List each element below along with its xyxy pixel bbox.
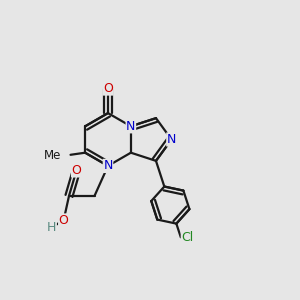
Text: Cl: Cl <box>181 231 194 244</box>
Text: O: O <box>103 82 113 95</box>
Text: N: N <box>167 133 176 146</box>
Text: N: N <box>126 120 136 133</box>
Text: H: H <box>47 220 56 234</box>
Text: N: N <box>103 159 113 172</box>
Text: O: O <box>59 214 68 227</box>
Text: O: O <box>72 164 81 177</box>
Text: Me: Me <box>44 149 61 162</box>
